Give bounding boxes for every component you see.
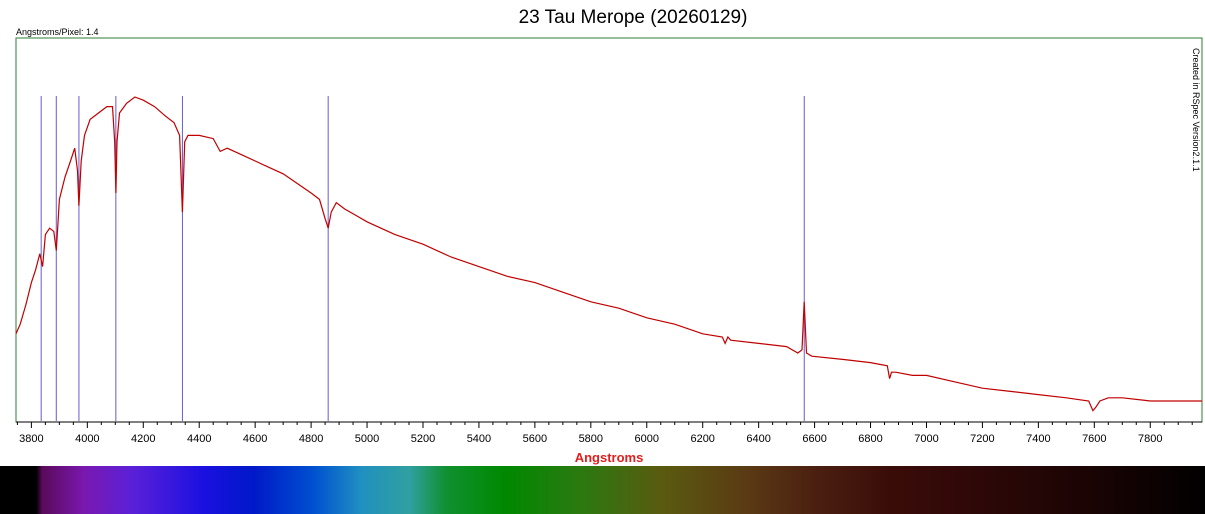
x-tick-label: 7200 — [970, 433, 994, 445]
x-tick-label: 5600 — [523, 433, 547, 445]
x-tick-label: 4400 — [187, 433, 211, 445]
dispersion-label: Angstroms/Pixel: 1.4 — [16, 27, 99, 37]
x-tick-label: 5400 — [467, 433, 491, 445]
x-tick-label: 6000 — [635, 433, 659, 445]
x-tick-label: 5800 — [579, 433, 603, 445]
x-axis-ticks: 3800 4000 4200 4400 4600 4800 5000 5200 5400 5600… — [16, 422, 1193, 445]
x-axis-label: Angstroms — [575, 450, 644, 465]
chart-title: 23 Tau Merope (20260129) — [519, 7, 748, 28]
x-tick-label: 6400 — [746, 433, 770, 445]
x-tick-label: 4600 — [243, 433, 267, 445]
x-tick-label: 6600 — [802, 433, 826, 445]
x-tick-label: 7600 — [1082, 433, 1106, 445]
plot-frame — [15, 37, 1203, 423]
x-tick-label: 4800 — [299, 433, 323, 445]
x-tick-label: 6800 — [858, 433, 882, 445]
x-tick-label: 4000 — [75, 433, 99, 445]
x-tick-label: 4200 — [131, 433, 155, 445]
spectrum-line — [15, 96, 1202, 412]
spectrum-strip — [0, 466, 1205, 514]
x-tick-label: 7000 — [914, 433, 938, 445]
x-tick-label: 3800 — [19, 433, 43, 445]
x-tick-label: 7400 — [1026, 433, 1050, 445]
line-markers — [40, 96, 805, 421]
x-tick-label: 5200 — [411, 433, 435, 445]
software-watermark: Created in RSpec Version2.1.1 — [1191, 48, 1201, 172]
x-tick-label: 7800 — [1138, 433, 1162, 445]
x-tick-label: 5000 — [355, 433, 379, 445]
x-tick-label: 6200 — [690, 433, 714, 445]
